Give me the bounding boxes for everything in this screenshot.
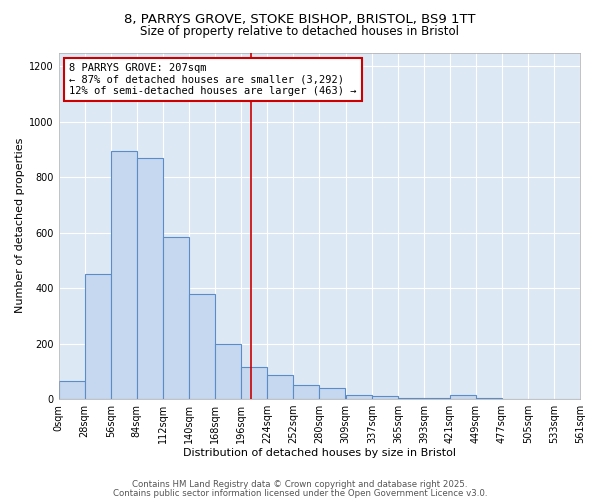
Bar [163,237,189,399]
Text: Contains public sector information licensed under the Open Government Licence v3: Contains public sector information licen… [113,489,487,498]
Bar [346,395,372,399]
Bar [319,388,345,399]
Bar [372,396,398,399]
Text: 8 PARRYS GROVE: 207sqm
← 87% of detached houses are smaller (3,292)
12% of semi-: 8 PARRYS GROVE: 207sqm ← 87% of detached… [69,63,356,96]
Bar [241,367,267,399]
Text: Contains HM Land Registry data © Crown copyright and database right 2025.: Contains HM Land Registry data © Crown c… [132,480,468,489]
Bar [110,151,137,399]
Bar [215,344,241,399]
Y-axis label: Number of detached properties: Number of detached properties [15,138,25,314]
Bar [476,398,502,399]
Text: Size of property relative to detached houses in Bristol: Size of property relative to detached ho… [140,25,460,38]
Bar [85,274,110,399]
Bar [189,294,215,399]
Bar [450,395,476,399]
X-axis label: Distribution of detached houses by size in Bristol: Distribution of detached houses by size … [183,448,456,458]
Bar [293,385,319,399]
Bar [59,381,85,399]
Bar [424,398,450,399]
Bar [398,398,424,399]
Bar [267,376,293,399]
Bar [137,158,163,399]
Text: 8, PARRYS GROVE, STOKE BISHOP, BRISTOL, BS9 1TT: 8, PARRYS GROVE, STOKE BISHOP, BRISTOL, … [124,12,476,26]
